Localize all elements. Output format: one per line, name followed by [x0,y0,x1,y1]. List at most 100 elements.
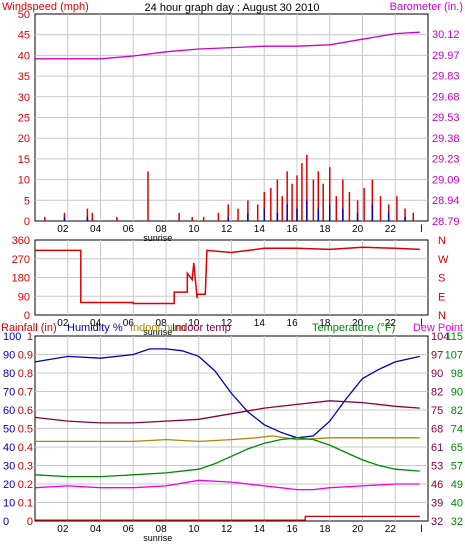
baro-tick-label: 29.68 [432,91,460,103]
baro-tick-label: 29.23 [432,154,460,166]
baro-tick-label: 29.83 [432,71,460,83]
wind-axis-label: Windspeed (mph) [2,1,89,13]
temp-b-tick-label: 40 [451,498,463,510]
weather-x-tick-label: l [420,524,422,535]
wdir-x-tick-label: 14 [254,318,266,329]
wind-x-tick-label: 06 [123,224,135,235]
wind-left-tick-label: 25 [18,113,30,125]
grid-lines [35,14,428,521]
temp-a-tick-label: 90 [431,368,443,380]
wdir-x-tick-label: 22 [385,318,397,329]
humidity-tick-label: 60 [3,405,15,417]
rain-tick-label: 0.3 [18,461,33,473]
temp-b-tick-label: 65 [451,442,463,454]
rain-tick-label: 0.7 [18,387,33,399]
indoor-hum-label: Indoor hum [130,322,186,334]
temp-b-tick-label: 82 [451,405,463,417]
wind-left-tick-label: 0 [24,216,30,228]
wind-sunrise-label: sunrise [143,233,172,243]
wdir-left-tick-label: 0 [24,310,30,322]
rain-tick-label: 0.8 [18,368,33,380]
dew-point-label: Dew Point [413,322,463,334]
weather-x-tick-label: 08 [156,524,168,535]
wind-x-tick-label: l [420,224,422,235]
temp-a-tick-label: 68 [431,424,443,436]
rain-tick-label: 0.4 [18,442,33,454]
wdir-x-tick-label: 06 [123,318,135,329]
indoor-hum-line [35,435,420,443]
temperature-line [34,437,420,478]
wdir-x-tick-label: 10 [188,318,200,329]
wind-x-tick-label: 04 [90,224,102,235]
temp-a-tick-label: 97 [431,350,443,362]
rainfall-label: Rainfall (in) [1,322,57,334]
wdir-left-tick-label: 360 [12,235,30,247]
temp-b-tick-label: 98 [451,368,463,380]
temp-a-tick-label: 32 [431,516,443,528]
wind-x-tick-label: 02 [57,224,69,235]
temp-b-tick-label: 115 [445,331,463,343]
wdir-x-tick-label: 02 [57,318,69,329]
wdir-x-tick-label: 04 [90,318,102,329]
wind-left-tick-label: 30 [18,92,30,104]
wind-left-tick-label: 5 [24,195,30,207]
barometer-line [35,31,420,60]
weather-x-tick-label: 16 [287,524,299,535]
temp-a-tick-label: 39 [431,498,443,510]
humidity-tick-label: 50 [3,424,15,436]
axis-labels: 5045403530252015105030.1229.9729.8329.68… [1,1,463,543]
humidity-tick-label: 100 [3,331,21,343]
wind-x-tick-label: 10 [188,224,200,235]
rain-tick-label: 1 [27,331,33,343]
temp-b-tick-label: 90 [451,387,463,399]
humidity-line [34,348,420,439]
baro-tick-label: 30.12 [432,29,460,41]
rain-tick-label: 0.2 [18,479,33,491]
baro-tick-label: 28.94 [432,195,460,207]
temperature-label: Temperature (°F) [312,322,395,334]
humidity-tick-label: 10 [3,498,15,510]
indoor-temp-label: Indoor temp [172,322,231,334]
wind-left-tick-label: 45 [18,30,30,42]
weather-x-tick-label: 22 [385,524,397,535]
weather-x-tick-label: 10 [188,524,200,535]
rain-tick-label: 0.6 [18,405,33,417]
wdir-left-tick-label: 180 [12,273,30,285]
humidity-tick-label: 80 [3,368,15,380]
humidity-tick-label: 90 [3,350,15,362]
indoor-temp-line [34,400,420,424]
dew-point-line [34,479,420,491]
humidity-label: Humidity % [67,322,123,334]
wind-left-tick-label: 15 [18,154,30,166]
wind-left-tick-label: 35 [18,71,30,83]
wind-x-tick-label: 22 [385,224,397,235]
chart-title: 24 hour graph day : August 30 2010 [145,2,320,14]
weather-sunrise-label: sunrise [143,533,172,543]
temp-a-tick-label: 46 [431,479,443,491]
temp-b-tick-label: 57 [451,461,463,473]
weather-x-tick-label: 04 [90,524,102,535]
temp-b-tick-label: 49 [451,479,463,491]
temp-a-tick-label: 104 [431,331,449,343]
rain-tick-label: 0.9 [18,350,33,362]
wdir-x-tick-label: 18 [319,318,331,329]
wdir-right-tick-label: N [438,310,446,322]
rain-tick-label: 0.1 [18,498,33,510]
humidity-tick-label: 30 [3,461,15,473]
wind-left-tick-label: 50 [18,9,30,21]
weather-x-tick-label: 20 [352,524,364,535]
wind-x-tick-label: 14 [254,224,266,235]
rain-tick-label: 0.5 [18,424,33,436]
wdir-x-tick-label: 16 [287,318,299,329]
rainfall-line [35,515,420,521]
humidity-tick-label: 20 [3,479,15,491]
weather-x-tick-label: 02 [57,524,69,535]
weather-x-tick-label: 18 [319,524,331,535]
temp-a-tick-label: 53 [431,461,443,473]
wdir-x-tick-label: 12 [221,318,233,329]
baro-axis-label: Barometer (in.) [390,1,463,13]
wind-x-tick-label: 08 [156,224,168,235]
wdir-x-tick-label: 20 [352,318,364,329]
wdir-sunrise-label: sunrise [143,327,172,337]
